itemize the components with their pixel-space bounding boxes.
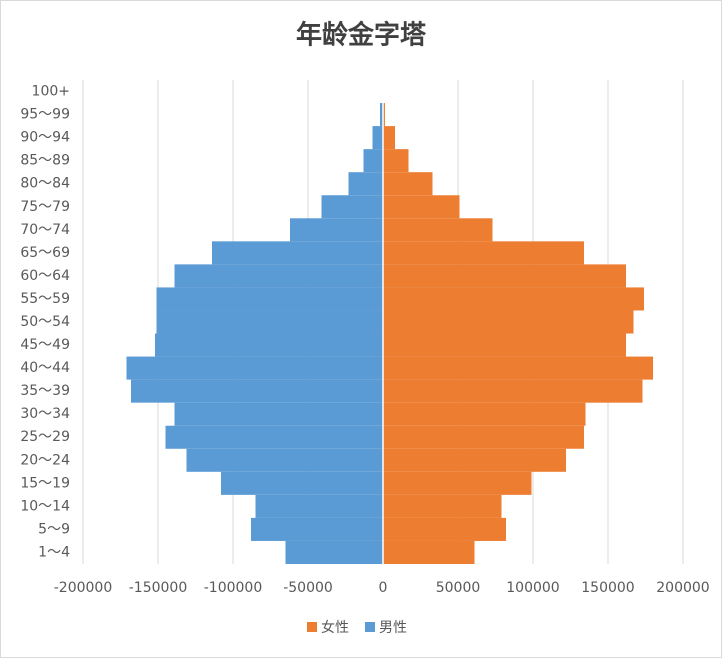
y-tick-label: 70～74 xyxy=(20,222,70,238)
bar xyxy=(383,195,460,218)
y-tick-label: 65～69 xyxy=(20,245,70,261)
x-tick-label: -50000 xyxy=(283,580,333,596)
y-tick-label: 20～24 xyxy=(20,452,70,468)
bar xyxy=(131,380,383,403)
y-tick-label: 25～29 xyxy=(20,429,70,445)
bar xyxy=(373,126,384,149)
bar xyxy=(383,495,502,518)
x-tick-label: 50000 xyxy=(436,580,481,596)
chart-title: 年龄金字塔 xyxy=(296,20,427,51)
bar xyxy=(364,149,384,172)
bar xyxy=(383,334,626,357)
bar xyxy=(127,357,384,380)
y-tick-label: 75～79 xyxy=(20,199,70,215)
bar xyxy=(383,241,584,264)
x-tick-label: -200000 xyxy=(54,580,113,596)
bar xyxy=(251,518,383,541)
x-tick-label: 0 xyxy=(379,580,388,596)
bar xyxy=(383,380,643,403)
y-tick-label: 95～99 xyxy=(20,107,70,123)
bar xyxy=(212,241,383,264)
x-tick-label: 100000 xyxy=(506,580,559,596)
bar xyxy=(383,403,586,426)
bar xyxy=(187,449,384,472)
bar xyxy=(383,287,644,310)
bar xyxy=(383,472,532,495)
bar xyxy=(383,310,634,333)
y-tick-label: 90～94 xyxy=(20,130,70,146)
bar xyxy=(383,218,493,241)
bar xyxy=(286,541,384,564)
legend-swatch xyxy=(365,622,375,632)
bar xyxy=(155,334,383,357)
bar xyxy=(383,264,626,287)
y-tick-label: 40～44 xyxy=(20,360,70,376)
bar xyxy=(322,195,384,218)
bar xyxy=(157,287,384,310)
y-tick-label: 1～4 xyxy=(38,544,70,560)
y-tick-label: 10～14 xyxy=(20,498,70,514)
legend-label: 男性 xyxy=(379,620,407,636)
y-tick-label: 15～19 xyxy=(20,475,70,491)
bar xyxy=(290,218,383,241)
bar xyxy=(383,126,395,149)
y-tick-label: 45～49 xyxy=(20,337,70,353)
y-tick-label: 5～9 xyxy=(38,521,70,537)
bar xyxy=(383,149,409,172)
bar xyxy=(383,518,506,541)
x-tick-label: -150000 xyxy=(129,580,188,596)
bar xyxy=(349,172,384,195)
legend-swatch xyxy=(307,622,317,632)
y-tick-label: 85～89 xyxy=(20,153,70,169)
legend-label: 女性 xyxy=(321,619,349,636)
bar xyxy=(221,472,383,495)
y-tick-label: 30～34 xyxy=(20,406,70,422)
bar xyxy=(383,426,584,449)
y-tick-label: 50～54 xyxy=(20,314,70,330)
x-tick-label: -100000 xyxy=(204,580,263,596)
bar xyxy=(383,449,566,472)
x-tick-label: 200000 xyxy=(656,580,709,596)
bar xyxy=(383,172,433,195)
bar xyxy=(256,495,384,518)
bar xyxy=(166,426,384,449)
bar xyxy=(175,264,384,287)
y-tick-label: 55～59 xyxy=(20,291,70,307)
y-tick-label: 100+ xyxy=(32,84,70,100)
y-tick-label: 80～84 xyxy=(20,176,70,192)
y-tick-label: 35～39 xyxy=(20,383,70,399)
bar xyxy=(383,541,475,564)
y-tick-label: 60～64 xyxy=(20,268,70,284)
x-tick-label: 150000 xyxy=(581,580,634,596)
bar xyxy=(157,310,384,333)
bar xyxy=(175,403,384,426)
bar xyxy=(383,357,653,380)
